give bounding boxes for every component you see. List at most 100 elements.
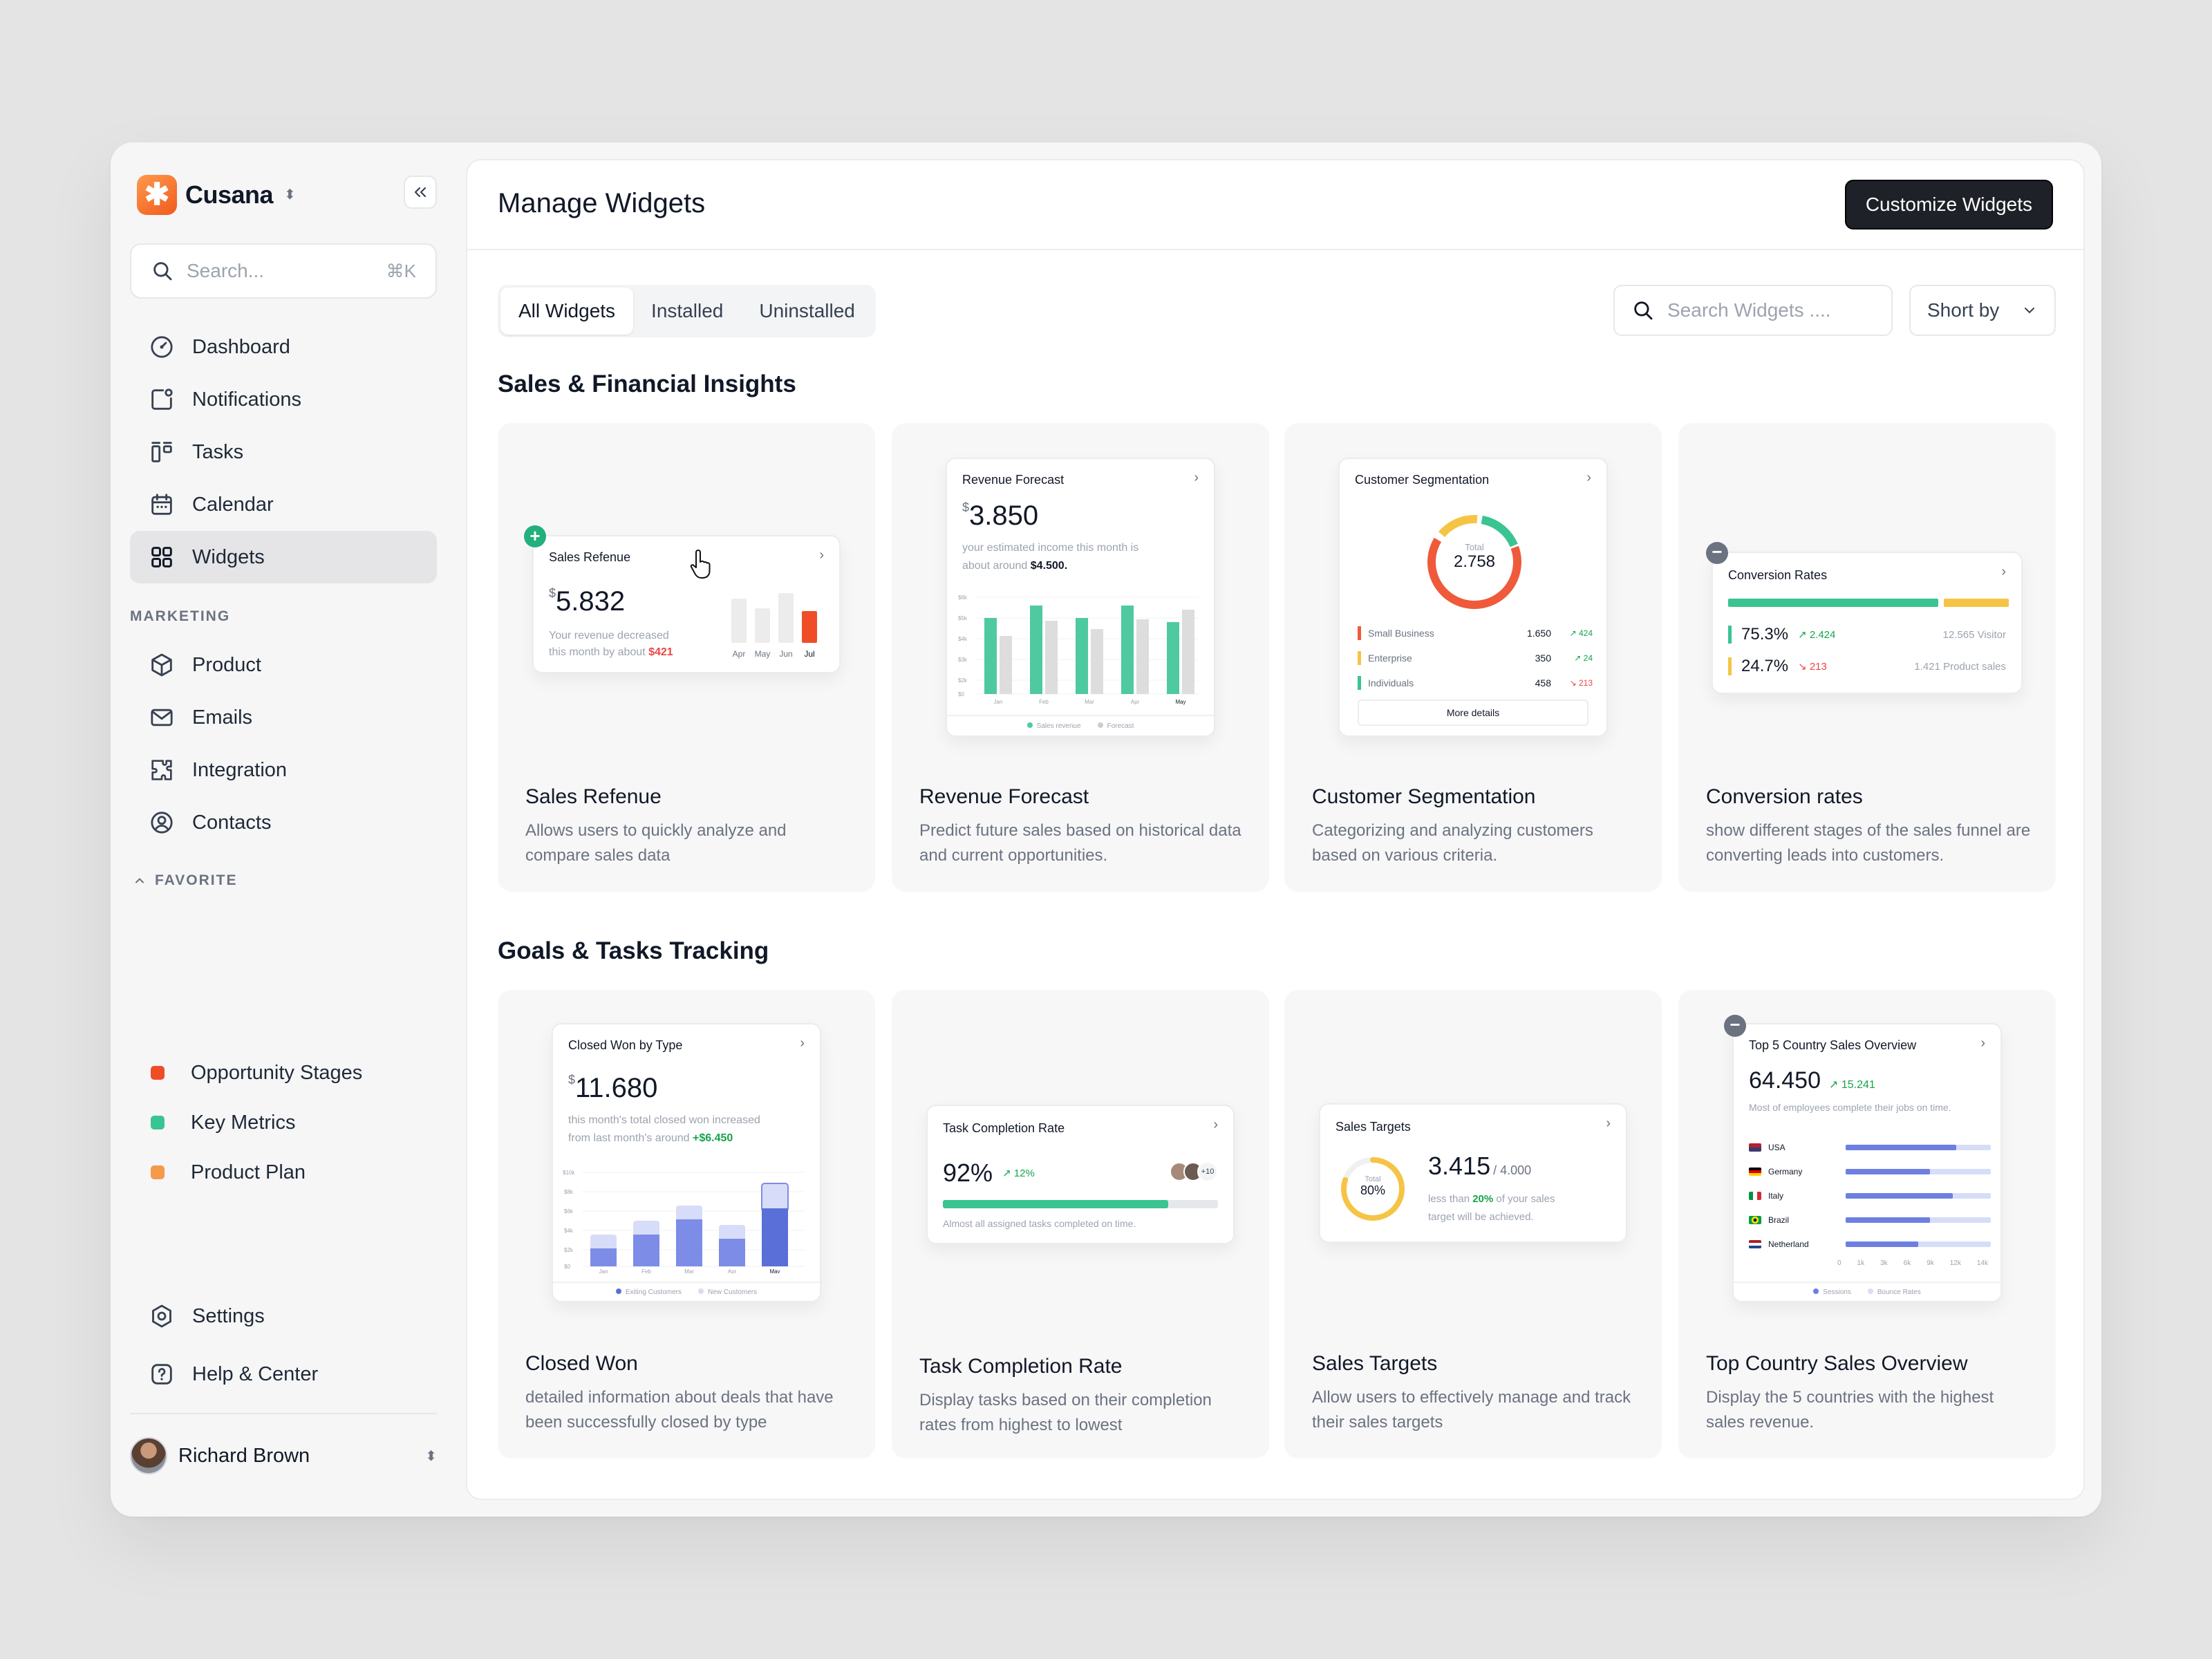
dashboard-icon: [151, 336, 173, 358]
favorites-list: Opportunity Stages Key Metrics Product P…: [130, 1048, 437, 1197]
nav-item-emails[interactable]: Emails: [130, 691, 437, 744]
axis-tick: 0: [1837, 1259, 1841, 1267]
delta-value: 2.424: [1809, 629, 1836, 641]
svg-text:Feb: Feb: [641, 1268, 651, 1273]
target-value: 3.415/ 4.000: [1428, 1152, 1531, 1181]
favorite-item-opportunity-stages[interactable]: Opportunity Stages: [130, 1048, 437, 1098]
nav-item-calendar[interactable]: Calendar: [130, 478, 437, 531]
favorite-section-toggle[interactable]: FAVORITE: [130, 872, 237, 889]
nav-item-integration[interactable]: Integration: [130, 744, 437, 796]
nav-item-settings[interactable]: Settings: [130, 1287, 437, 1345]
conversion-bar-visitors: [1728, 599, 1938, 607]
sidebar: ✱ Cusana ⬍ Search... ⌘K Dashboard Notifi…: [111, 142, 465, 1517]
country-bar: [1846, 1168, 1991, 1174]
nav-item-widgets[interactable]: Widgets: [130, 531, 437, 583]
value: 5.832: [556, 586, 626, 617]
axis-tick: 12k: [1949, 1259, 1961, 1267]
search-icon: [153, 262, 172, 281]
nav-item-dashboard[interactable]: Dashboard: [130, 321, 437, 373]
filter-tabs: All Widgets Installed Uninstalled: [498, 285, 876, 337]
widget-card-task-completion[interactable]: Task Completion Rate › 92% ↗ 12% +10 Almo…: [892, 990, 1269, 1459]
page-title: Manage Widgets: [498, 188, 706, 218]
workspace-switcher[interactable]: ✱ Cusana ⬍: [137, 173, 296, 217]
user-name: Richard Brown: [178, 1444, 310, 1467]
widget-note: Most of employees complete their jobs on…: [1749, 1102, 1951, 1113]
segment-name: Enterprise: [1368, 653, 1412, 664]
svg-text:Apr: Apr: [1131, 699, 1140, 705]
svg-text:Mar: Mar: [684, 1268, 694, 1273]
color-bar: [1358, 651, 1361, 665]
tab-uninstalled[interactable]: Uninstalled: [759, 300, 855, 321]
svg-text:Jun: Jun: [779, 649, 792, 659]
widget-search-input[interactable]: Search Widgets ....: [1613, 285, 1893, 336]
widget-card-customer-segmentation[interactable]: Customer Segmentation › Total 2.758 Small…: [1284, 423, 1662, 892]
bar-fill: [1846, 1168, 1930, 1174]
svg-text:$8k: $8k: [564, 1189, 574, 1195]
nav-item-contacts[interactable]: Contacts: [130, 796, 437, 849]
segment-delta: ↗ 424: [1569, 628, 1593, 638]
legend-item: Exiting Customers: [615, 1288, 682, 1296]
legend-item: Bounce Rates: [1867, 1288, 1921, 1296]
chevron-updown-icon: ⬍: [425, 1448, 437, 1464]
nav-item-notifications[interactable]: Notifications: [130, 373, 437, 426]
favorite-item-key-metrics[interactable]: Key Metrics: [130, 1098, 437, 1147]
legend-label: Exiting Customers: [625, 1288, 682, 1296]
nav-item-tasks[interactable]: Tasks: [130, 426, 437, 478]
tab-installed[interactable]: Installed: [651, 300, 724, 321]
widget-note: your estimated income this month is about…: [962, 539, 1138, 575]
brand-name: Cusana: [185, 180, 274, 209]
country-name: USA: [1768, 1142, 1785, 1152]
widget-card-sales-refenue[interactable]: Sales Refenue › $5.832 Your revenue decr…: [498, 423, 875, 892]
note-line: this month by about: [549, 646, 646, 658]
legend-label: Bounce Rates: [1877, 1288, 1921, 1296]
card-description: Categorizing and analyzing customers bas…: [1312, 821, 1593, 865]
main-nav: Dashboard Notifications Tasks Calendar W…: [130, 321, 437, 583]
user-menu[interactable]: Richard Brown ⬍: [130, 1435, 437, 1477]
section-title-sales: Sales & Financial Insights: [498, 371, 796, 397]
conversion-bar-sales: [1944, 599, 2009, 607]
favorite-item-product-plan[interactable]: Product Plan: [130, 1147, 437, 1197]
note-value: 20%: [1472, 1193, 1494, 1205]
add-widget-button[interactable]: +: [524, 525, 546, 547]
widget-note: this month's total closed won increased f…: [568, 1112, 760, 1147]
widget-title: Task Completion Rate: [943, 1121, 1065, 1135]
search-shortcut: ⌘K: [386, 260, 416, 281]
delta-value: 213: [1809, 661, 1827, 673]
collapse-sidebar-button[interactable]: [404, 176, 437, 209]
svg-text:$2k: $2k: [564, 1247, 574, 1253]
widget-value: $11.680: [568, 1073, 657, 1104]
sidebar-search-input[interactable]: Search... ⌘K: [130, 243, 437, 299]
customize-widgets-button[interactable]: Customize Widgets: [1844, 180, 2053, 229]
tasks-icon: [151, 442, 172, 462]
nav-item-product[interactable]: Product: [130, 639, 437, 691]
svg-text:Jan: Jan: [994, 699, 1003, 705]
more-details-button[interactable]: More details: [1358, 700, 1588, 726]
country-row: Germany: [1749, 1159, 1991, 1183]
card-description: Display the 5 countries with the highest…: [1706, 1388, 1994, 1432]
widget-card-top-country[interactable]: Top 5 Country Sales Overview › 64.450 ↗ 1…: [1678, 990, 2056, 1459]
nav-item-help[interactable]: Help & Center: [130, 1345, 437, 1403]
mini-closed-won-chart: $10k $8k $6k $4k $2k $0 Jan Feb Mar Apr May: [563, 1170, 805, 1273]
widget-preview: Task Completion Rate › 92% ↗ 12% +10 Almo…: [926, 1105, 1235, 1244]
conversion-delta: ↘ 213: [1798, 661, 1827, 673]
chevron-down-icon: [2025, 308, 2034, 314]
widget-card-conversion-rates[interactable]: Conversion Rates › 75.3% ↗ 2.424 12.565 Vi…: [1678, 423, 2056, 892]
country-name: Germany: [1768, 1166, 1803, 1177]
widget-value: $3.850: [962, 500, 1038, 532]
remove-widget-button[interactable]: −: [1724, 1015, 1746, 1037]
widget-card-closed-won[interactable]: Closed Won by Type › $11.680 this month'…: [498, 990, 875, 1459]
segment-row: Enterprise 350 ↗ 24: [1358, 646, 1593, 671]
remove-widget-button[interactable]: −: [1706, 542, 1728, 564]
widget-card-sales-targets[interactable]: Sales Targets › Total 80% 3.415/ 4.000 le…: [1284, 990, 1662, 1459]
country-row: USA: [1749, 1135, 1991, 1159]
conversion-row: 75.3% ↗ 2.424 12.565 Visitor: [1728, 622, 2006, 647]
widget-card-revenue-forecast[interactable]: Revenue Forecast › $3.850 your estimated…: [892, 423, 1269, 892]
country-total: 64.450 ↗ 15.241: [1749, 1067, 1875, 1094]
card-title: Customer Segmentation: [1312, 785, 1536, 808]
search-icon: [1634, 301, 1653, 320]
sort-by-dropdown[interactable]: Short by: [1909, 285, 2056, 336]
conversion-pct: 24.7%: [1741, 657, 1789, 675]
tab-all-widgets[interactable]: All Widgets: [500, 288, 634, 335]
color-bar: [1358, 676, 1361, 690]
svg-text:$4k: $4k: [564, 1228, 574, 1234]
